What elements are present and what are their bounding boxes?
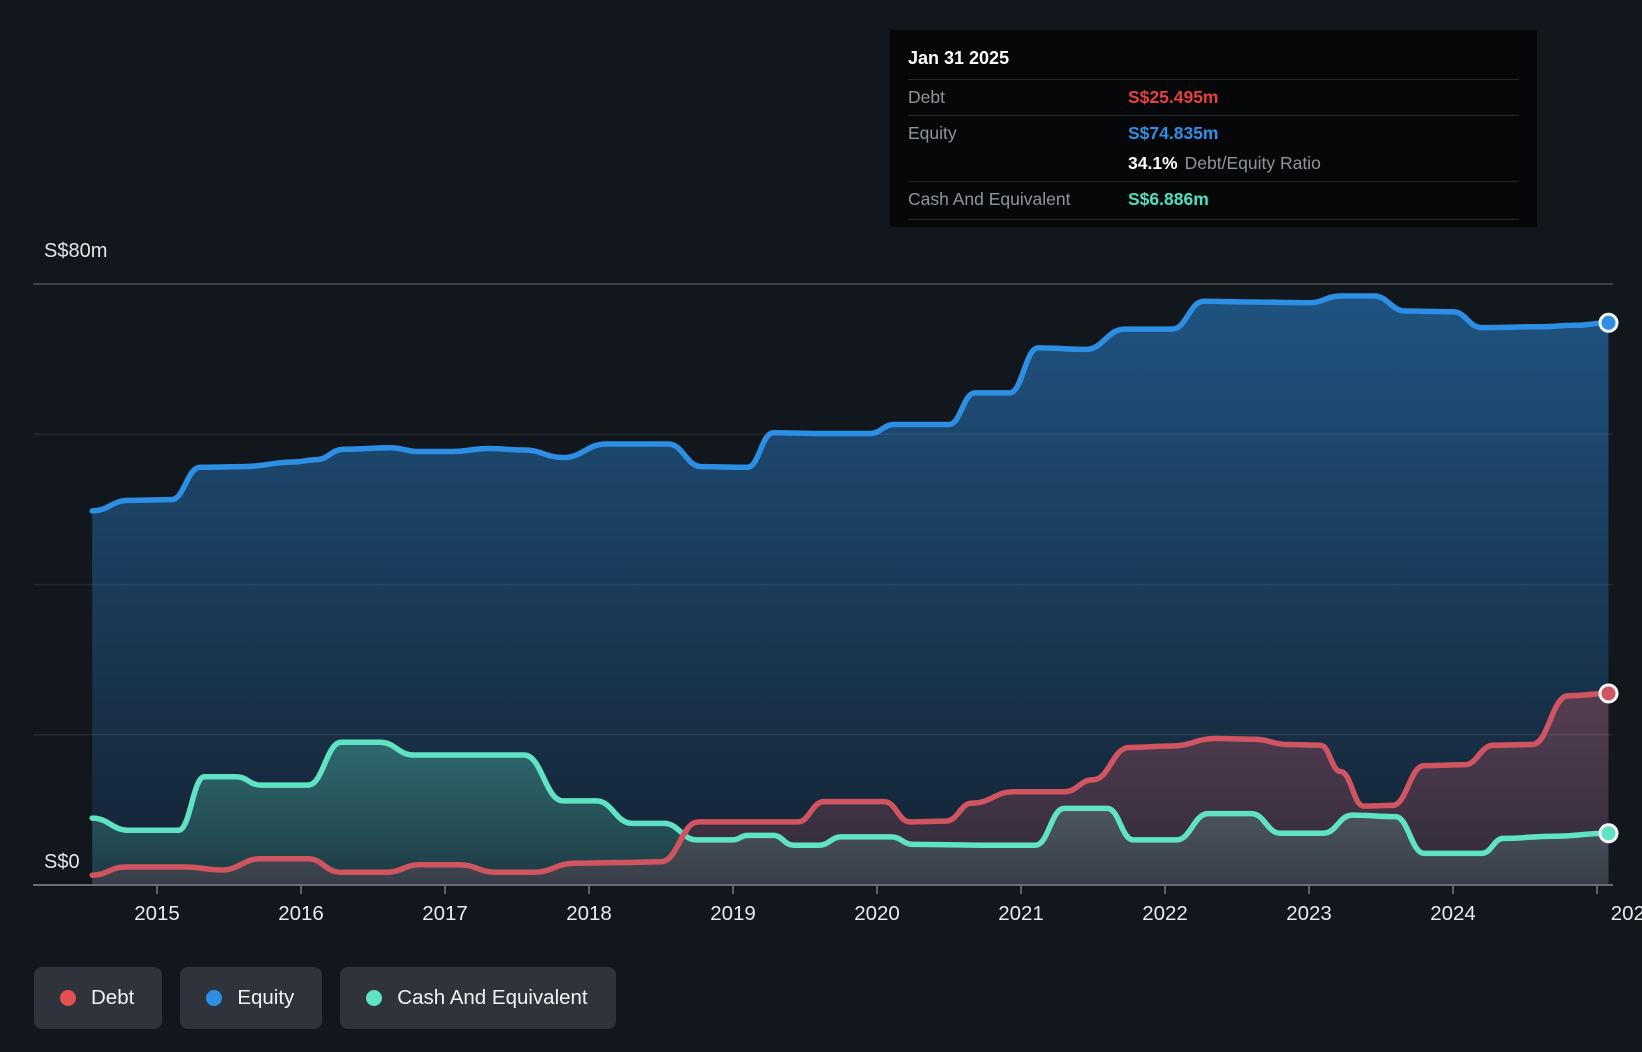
chart-legend: Debt Equity Cash And Equivalent <box>34 967 616 1029</box>
tooltip-ratio-row: 34.1% Debt/Equity Ratio <box>908 151 1519 181</box>
tooltip-equity-row: Equity S$74.835m <box>908 115 1519 151</box>
legend-equity-label: Equity <box>237 986 294 1010</box>
tooltip-ratio-label: Debt/Equity Ratio <box>1185 153 1321 174</box>
y-axis-top-label: S$80m <box>44 240 107 263</box>
x-axis-label-2020: 2020 <box>854 902 900 926</box>
tooltip-debt-label: Debt <box>908 87 1128 108</box>
x-axis-label-202: 202 <box>1611 902 1642 926</box>
tooltip-cash-label: Cash And Equivalent <box>908 189 1128 210</box>
y-axis-zero-label: S$0 <box>44 851 80 874</box>
tooltip-date: Jan 31 2025 <box>908 44 1519 79</box>
x-axis-label-2016: 2016 <box>278 902 324 926</box>
x-axis-label-2015: 2015 <box>134 902 180 926</box>
x-axis-label-2023: 2023 <box>1286 902 1332 926</box>
equity-end-marker <box>1600 314 1617 331</box>
cash-and-equivalent-end-marker <box>1600 825 1617 842</box>
x-axis-label-2019: 2019 <box>710 902 756 926</box>
cash-dot-icon <box>366 990 382 1006</box>
x-axis-label-2021: 2021 <box>998 902 1044 926</box>
tooltip-cash-row: Cash And Equivalent S$6.886m <box>908 181 1519 217</box>
x-axis-label-2018: 2018 <box>566 902 612 926</box>
tooltip-bottom-divider <box>908 219 1519 221</box>
debt-end-marker <box>1600 685 1617 702</box>
tooltip-equity-value: S$74.835m <box>1128 123 1219 144</box>
x-axis-label-2017: 2017 <box>422 902 468 926</box>
legend-chip-equity[interactable]: Equity <box>180 967 322 1029</box>
legend-chip-cash[interactable]: Cash And Equivalent <box>340 967 615 1029</box>
chart-tooltip: Jan 31 2025 Debt S$25.495m Equity S$74.8… <box>890 30 1537 227</box>
tooltip-debt-value: S$25.495m <box>1128 87 1219 108</box>
tooltip-debt-row: Debt S$25.495m <box>908 79 1519 115</box>
x-axis-label-2022: 2022 <box>1142 902 1188 926</box>
legend-debt-label: Debt <box>91 986 134 1010</box>
x-axis-label-2024: 2024 <box>1430 902 1476 926</box>
deb-equity-history-chart-page: { "y_axis": { "top_label": "S$80m", "zer… <box>0 0 1642 1052</box>
tooltip-equity-label: Equity <box>908 123 1128 144</box>
tooltip-cash-value: S$6.886m <box>1128 189 1209 210</box>
legend-cash-label: Cash And Equivalent <box>397 986 587 1010</box>
debt-dot-icon <box>60 990 76 1006</box>
legend-chip-debt[interactable]: Debt <box>34 967 162 1029</box>
equity-dot-icon <box>206 990 222 1006</box>
tooltip-ratio-value: 34.1% <box>1128 153 1178 174</box>
